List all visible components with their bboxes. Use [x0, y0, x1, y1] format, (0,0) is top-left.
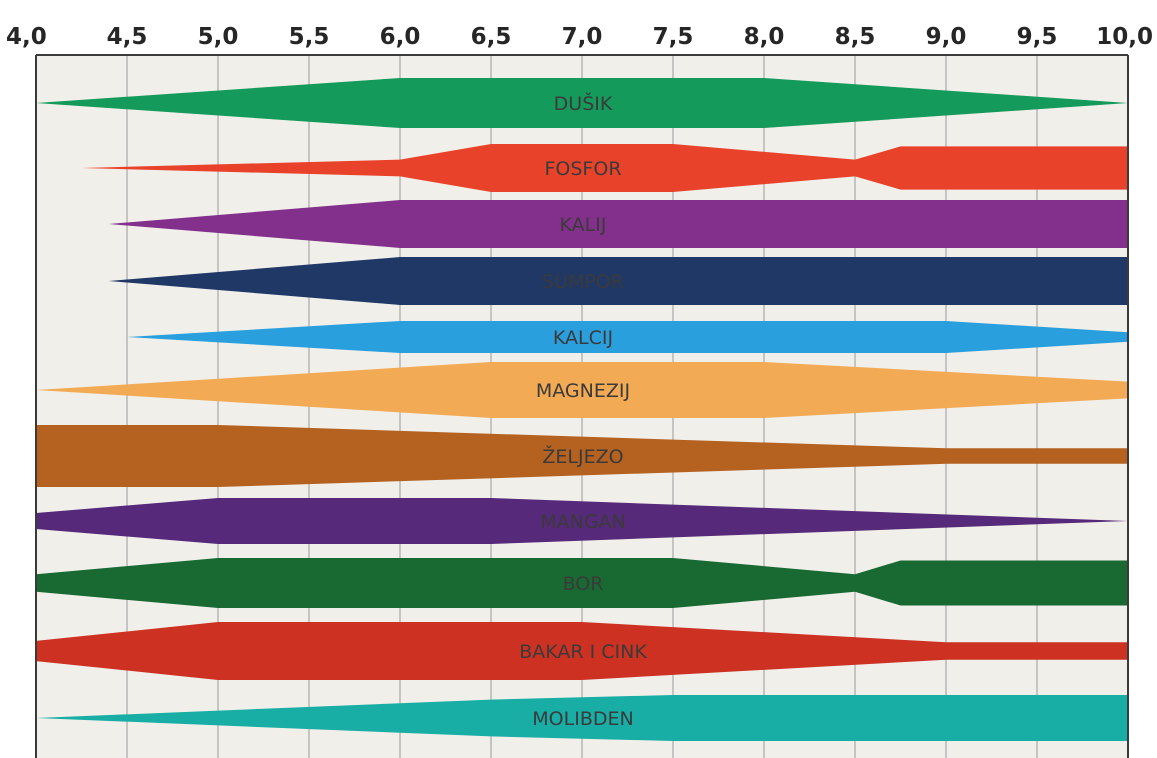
nutrient-label: MANGAN — [540, 511, 626, 533]
nutrient-label: KALCIJ — [553, 327, 613, 349]
x-tick-label: 4,0 — [6, 24, 47, 50]
nutrient-label: MAGNEZIJ — [536, 380, 630, 402]
nutrient-band — [36, 498, 1128, 544]
plot-frame — [35, 54, 1129, 758]
x-tick-label: 6,0 — [380, 24, 421, 50]
nutrient-band — [36, 695, 1128, 741]
nutrient-band — [36, 622, 1128, 680]
nutrient-band — [36, 362, 1128, 418]
x-tick-label: 7,0 — [562, 24, 603, 50]
nutrient-label: ŽELJEZO — [542, 445, 623, 468]
nutrient-band — [36, 558, 1128, 608]
x-tick-label: 5,5 — [289, 24, 330, 50]
x-tick-label: 4,5 — [107, 24, 148, 50]
nutrient-label: KALIJ — [560, 214, 607, 236]
nutrient-band — [127, 321, 1128, 353]
x-axis-tick-labels: 4,0 4,5 5,0 5,5 6,0 6,5 7,0 7,5 8,0 8,5 9,0 9,5 10,0 — [6, 24, 1153, 50]
x-tick-label: 9,5 — [1017, 24, 1058, 50]
nutrient-label: SUMPOR — [542, 271, 624, 293]
nutrient-band — [36, 425, 1128, 487]
nutrient-label: BAKAR I CINK — [519, 641, 647, 663]
nutrient-label: BOR — [563, 573, 604, 595]
x-tick-label: 6,5 — [471, 24, 512, 50]
x-tick-label: 8,0 — [744, 24, 785, 50]
x-tick-label: 8,5 — [835, 24, 876, 50]
x-tick-label: 5,0 — [198, 24, 239, 50]
nutrient-label: FOSFOR — [544, 158, 621, 180]
nutrient-band — [108, 200, 1129, 248]
nutrient-band — [108, 257, 1129, 305]
nutrient-band — [81, 144, 1128, 192]
nutrient-band — [36, 78, 1128, 128]
x-tick-label: 7,5 — [653, 24, 694, 50]
x-tick-label: 10,0 — [1096, 24, 1153, 50]
x-tick-label: 9,0 — [926, 24, 967, 50]
nutrient-label: MOLIBDEN — [532, 708, 633, 730]
nutrient-bands: DUŠIK FOSFOR KALIJ SUMPOR KALCIJ MAGNEZIJ ŽELJ… — [36, 78, 1129, 741]
nutrient-label: DUŠIK — [554, 91, 613, 115]
